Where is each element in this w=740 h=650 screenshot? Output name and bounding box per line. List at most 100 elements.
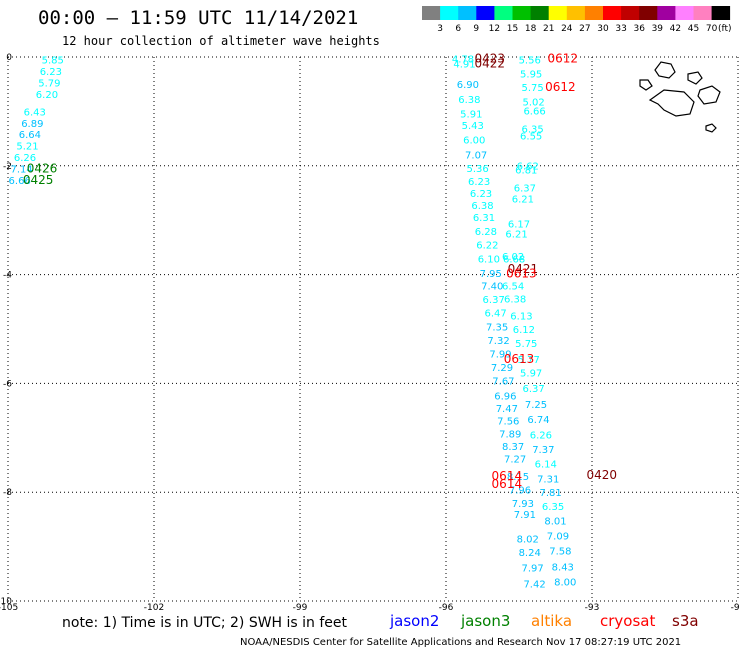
swh-value: 7.56 <box>497 416 519 427</box>
pass-time-label: 0613 <box>504 352 535 366</box>
swh-value: 6.28 <box>475 227 497 238</box>
pass-time-label: 0612 <box>548 52 579 66</box>
colorbar-swatch <box>458 6 477 20</box>
swh-value: 7.35 <box>486 322 508 333</box>
swh-value: 6.23 <box>470 189 492 200</box>
colorbar-swatch <box>711 6 731 20</box>
colorbar-swatch <box>566 6 586 20</box>
colorbar-label: 33 <box>615 24 626 34</box>
swh-value: 7.40 <box>481 281 503 292</box>
galapagos-islands-outline <box>639 61 721 133</box>
colorbar-swatch <box>657 6 676 20</box>
swh-value: 5.43 <box>462 121 484 132</box>
legend-cryosat: cryosat <box>600 612 655 630</box>
x-tick-label: -102 <box>144 603 164 613</box>
swh-value: 6.26 <box>530 431 552 442</box>
pass-time-label: 0422 <box>475 57 506 71</box>
colorbar-label: 42 <box>670 24 681 34</box>
colorbar-swatch <box>440 6 459 20</box>
swh-value: 8.37 <box>502 442 524 453</box>
swh-value: 7.47 <box>496 404 518 415</box>
x-tick-label: -90 <box>731 603 740 613</box>
x-tick-label: -96 <box>439 603 454 613</box>
swh-value: 6.13 <box>510 311 532 322</box>
swh-value: 6.74 <box>527 415 549 426</box>
colorbar-label: 6 <box>455 24 461 34</box>
pass-time-label: 0614 <box>492 469 523 483</box>
swh-value: 6.37 <box>522 384 544 395</box>
swh-value: 6.37 <box>514 184 536 195</box>
colorbar-swatch <box>603 6 622 20</box>
swh-value: 6.00 <box>463 136 485 147</box>
swh-value: 6.35 <box>521 124 543 135</box>
colorbar-swatch <box>584 6 604 20</box>
legend-jason2: jason2 <box>389 612 439 630</box>
swh-value: 6.38 <box>471 201 493 212</box>
swh-value: 6.37 <box>483 295 505 306</box>
swh-value: 7.89 <box>499 429 521 440</box>
x-tick-label: -105 <box>0 603 18 613</box>
swh-value: 7.67 <box>492 377 514 388</box>
swh-value: 8.15 <box>507 472 529 483</box>
map-title: 00:00 – 11:59 UTC 11/14/2021 <box>38 7 358 29</box>
swh-value: 6.23 <box>40 67 62 78</box>
swh-value: 8.43 <box>552 563 574 574</box>
colorbar-label: 30 <box>597 24 609 34</box>
swh-value: 6.66 <box>9 176 31 187</box>
colorbar-swatch <box>476 6 495 20</box>
swh-value: 7.99 <box>489 349 511 360</box>
swh-value: 5.85 <box>42 56 64 67</box>
swh-value: 4.78 <box>452 55 474 66</box>
colorbar-label: 3 <box>437 24 443 34</box>
swh-value: 7.96 <box>509 485 531 496</box>
swh-value: 5.79 <box>38 79 60 90</box>
colorbar-swatch <box>639 6 658 20</box>
swh-value: 6.47 <box>485 309 507 320</box>
swh-value: 7.31 <box>537 475 559 486</box>
colorbar-swatch <box>530 6 550 20</box>
colorbar-label: 70 <box>706 24 718 34</box>
swh-value: 6.62 <box>517 161 539 172</box>
colorbar-swatch <box>675 6 694 20</box>
swh-value: 6.81 <box>515 166 537 177</box>
x-tick-label: -93 <box>585 603 600 613</box>
pass-time-label: 0613 <box>506 267 537 281</box>
swh-value: 6.02 <box>502 252 524 263</box>
swh-value: 6.89 <box>21 119 43 130</box>
swh-value: 5.75 <box>515 339 537 350</box>
axis-ticks: -105 -102 -99 -96 -93 -90 0 -2 -4 -6 -8 -10 <box>0 53 740 613</box>
swh-value: 7.32 <box>487 336 509 347</box>
swh-value: 6.17 <box>508 219 530 230</box>
swh-value: 6.38 <box>504 295 526 306</box>
y-tick-label: 0 <box>6 53 12 63</box>
swh-value: 5.91 <box>460 110 482 121</box>
colorbar-swatch <box>621 6 640 20</box>
colorbar-label: 21 <box>543 24 554 34</box>
legend-jason3: jason3 <box>460 612 510 630</box>
swh-value: 6.43 <box>24 107 46 118</box>
swh-value: 6.64 <box>19 130 41 141</box>
swh-value: 6.38 <box>458 95 480 106</box>
swh-value: 7.27 <box>504 454 526 465</box>
swh-observations: 5.856.235.796.206.436.896.645.216.267.14… <box>9 55 577 591</box>
swh-value: 6.54 <box>502 281 524 292</box>
swh-value: 6.66 <box>523 106 545 117</box>
swh-value: 6.14 <box>535 459 557 470</box>
colorbar-label: 12 <box>489 24 500 34</box>
satellite-legend: jason2 jason3 altika cryosat s3a <box>389 612 699 630</box>
x-tick-label: -99 <box>293 603 308 613</box>
swh-value: 6.55 <box>520 131 542 142</box>
colorbar-label: 45 <box>688 24 699 34</box>
swh-value: 6.68 <box>503 254 525 265</box>
y-tick-label: -8 <box>3 488 12 498</box>
swh-value: 8.01 <box>544 516 566 527</box>
y-tick-label: -6 <box>3 379 12 389</box>
swh-value: 6.20 <box>36 90 58 101</box>
swh-value: 7.14 <box>10 165 32 176</box>
swh-value: 6.21 <box>512 194 534 205</box>
legend-altika: altika <box>531 612 572 630</box>
pass-time-label: 0420 <box>586 468 617 482</box>
swh-value: 6.90 <box>457 80 479 91</box>
